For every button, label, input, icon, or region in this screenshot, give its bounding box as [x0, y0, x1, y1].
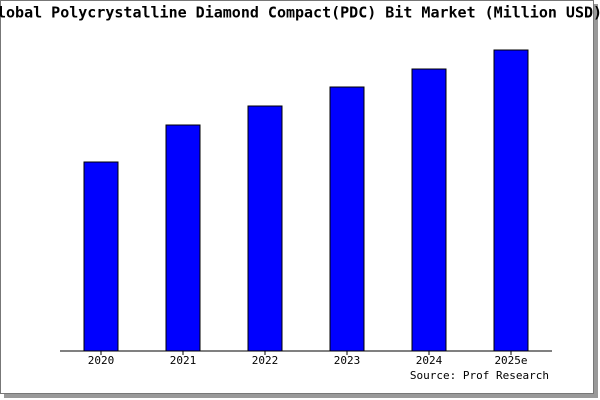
chart-title: Global Polycrystalline Diamond Compact(P…: [0, 4, 600, 22]
x-tick-label: 2023: [334, 354, 361, 367]
bar: [411, 68, 447, 352]
x-tick-label: 2021: [170, 354, 197, 367]
bar: [83, 161, 119, 352]
source-note: Source: Prof Research: [410, 369, 549, 382]
bar: [329, 86, 365, 352]
x-tick-label: 2022: [252, 354, 279, 367]
x-tick-label: 2020: [88, 354, 115, 367]
bar: [493, 49, 529, 352]
bar: [165, 124, 201, 352]
x-tick-label: 2024: [416, 354, 443, 367]
bar: [247, 105, 283, 352]
x-tick-label: 2025e: [494, 354, 527, 367]
